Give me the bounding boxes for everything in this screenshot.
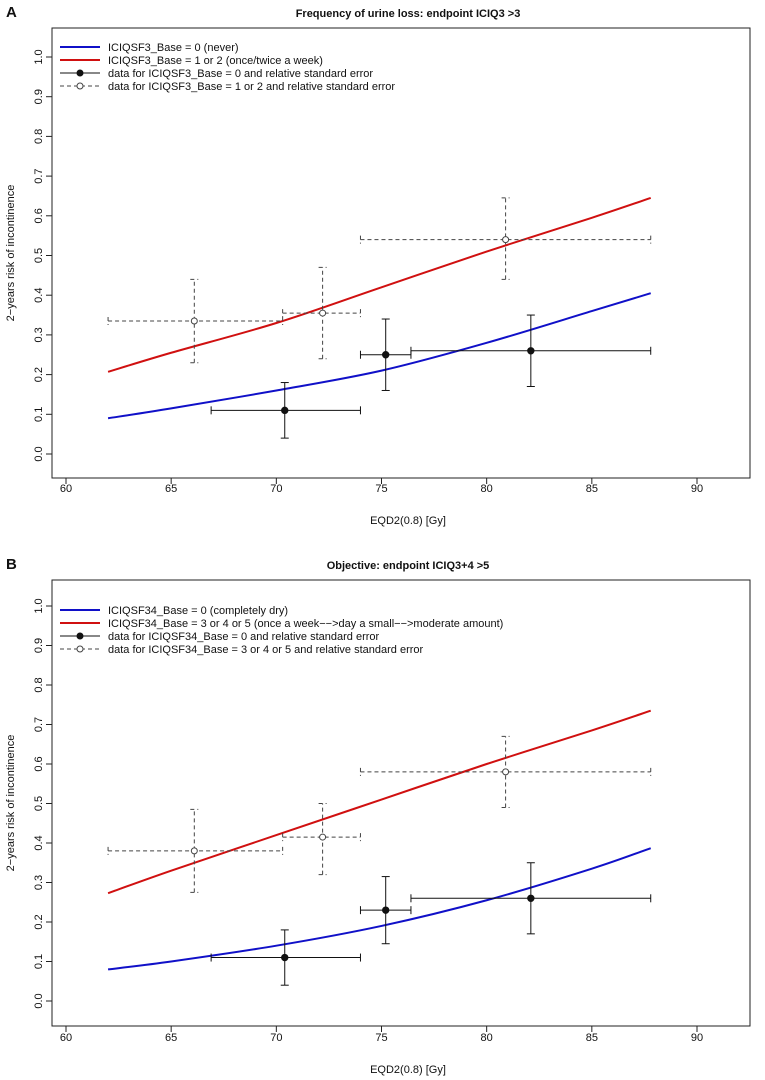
filled-data-point-group [359,318,412,391]
y-tick-label: 0.8 [33,129,45,144]
open-data-point-group [282,266,361,360]
panel-label: B [6,556,17,573]
y-axis-label: 2−years risk of incontinence [5,735,17,872]
filled-data-point-group [410,314,652,388]
x-tick-label: 70 [270,1032,282,1044]
x-tick-label: 65 [165,1032,177,1044]
y-tick-label: 1.0 [33,598,45,613]
y-tick-label: 0.5 [33,248,45,263]
y-tick-label: 0.6 [33,756,45,771]
open-data-point [319,309,327,317]
x-tick-label: 65 [165,483,177,495]
legend-open-marker [76,82,84,90]
open-data-point-group [282,803,361,876]
legend-filled-marker [76,69,84,77]
filled-data-point-group [410,862,652,935]
legend-label: ICIQSF34_Base = 0 (completely dry) [108,605,288,617]
panel-label: A [6,4,17,21]
x-tick-label: 75 [375,483,387,495]
y-tick-label: 0.8 [33,677,45,692]
filled-data-point [527,894,535,902]
blue-model-curve [107,847,652,971]
x-tick-label: 70 [270,483,282,495]
x-axis-label: EQD2(0.8) [Gy] [370,1064,446,1076]
legend-label: ICIQSF3_Base = 1 or 2 (once/twice a week… [108,55,323,67]
y-tick-label: 0.1 [33,954,45,969]
open-data-point [190,317,198,325]
legend: ICIQSF3_Base = 0 (never)ICIQSF3_Base = 1… [60,42,395,93]
red-model-curve [107,196,652,373]
open-data-point [190,847,198,855]
panel-b: B Objective: endpoint ICIQ3+4 >5 60 65 70 75 8… [5,556,751,1076]
red-model-curve [107,709,652,895]
filled-data-point-group [210,382,361,439]
y-tick-label: 1.0 [33,49,45,64]
y-axis-label: 2−years risk of incontinence [5,185,17,322]
open-data-point [502,768,510,776]
open-data-point-group [107,278,284,364]
blue-model-curve [107,292,652,420]
filled-data-point [281,953,289,962]
x-tick-label: 80 [481,483,493,495]
y-tick-label: 0.7 [33,168,45,183]
y-tick-label: 0.5 [33,796,45,811]
x-tick-label: 90 [691,483,703,495]
legend-open-marker [76,645,84,653]
legend-filled-marker [76,632,84,640]
legend-label: data for ICIQSF3_Base = 1 or 2 and relat… [108,81,395,93]
plot-frame [51,27,751,479]
y-tick-label: 0.0 [33,446,45,461]
x-tick-label: 85 [586,483,598,495]
x-axis-label: EQD2(0.8) [Gy] [370,515,446,527]
y-tick-label: 0.2 [33,367,45,382]
y-tick-label: 0.9 [33,89,45,104]
y-tick-label: 0.9 [33,638,45,653]
y-tick-label: 0.6 [33,208,45,223]
x-tick-label: 60 [60,483,72,495]
y-tick-label: 0.4 [33,288,45,303]
x-tick-label: 60 [60,1032,72,1044]
y-tick-label: 0.0 [33,993,45,1008]
y-tick-label: 0.4 [33,835,45,850]
x-tick-label: 90 [691,1032,703,1044]
x-tick-label: 80 [481,1032,493,1044]
filled-data-point [527,347,535,355]
chart-title: Objective: endpoint ICIQ3+4 >5 [327,560,490,572]
legend-label: data for ICIQSF34_Base = 3 or 4 or 5 and… [108,644,424,656]
y-tick-label: 0.1 [33,407,45,422]
x-tick-label: 85 [586,1032,598,1044]
legend-label: data for ICIQSF3_Base = 0 and relative s… [108,68,373,80]
legend-label: ICIQSF34_Base = 3 or 4 or 5 (once a week… [108,618,503,630]
legend-label: ICIQSF3_Base = 0 (never) [108,42,239,54]
open-data-point-group [107,808,284,893]
filled-data-point-group [359,876,412,945]
open-data-point [502,236,510,244]
open-data-point-group [359,197,652,280]
y-tick-label: 0.3 [33,875,45,890]
y-tick-label: 0.2 [33,914,45,929]
chart-title: Frequency of urine loss: endpoint ICIQ3 … [296,8,521,20]
open-data-point-group [359,735,652,808]
open-data-point [319,833,327,841]
filled-data-point-group [210,929,361,986]
filled-data-point [382,906,390,914]
filled-data-point [382,351,390,359]
legend-label: data for ICIQSF34_Base = 0 and relative … [108,631,380,643]
y-tick-label: 0.7 [33,717,45,732]
x-tick-label: 75 [375,1032,387,1044]
filled-data-point [281,406,289,415]
panel-a: A Frequency of urine loss: endpoint ICIQ3… [5,4,751,527]
y-tick-label: 0.3 [33,327,45,342]
legend: ICIQSF34_Base = 0 (completely dry)ICIQSF… [60,605,503,656]
